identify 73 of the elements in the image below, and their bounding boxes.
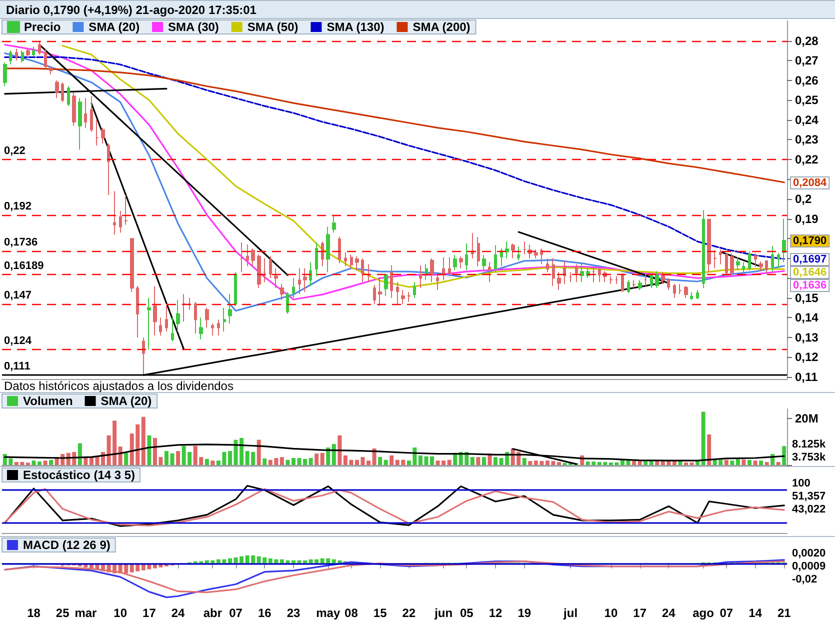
legend-label: SMA (50)	[247, 20, 298, 34]
x-tick-label: 10	[114, 606, 128, 620]
x-tick-label: may	[316, 606, 340, 620]
y-tick-label: 0,2	[795, 192, 812, 206]
ref-line-label: 0,1736	[4, 236, 38, 249]
y-tick-label: 0,27	[795, 54, 819, 68]
text: 43,022	[792, 504, 826, 516]
legend-label: SMA (20)	[88, 20, 140, 34]
text: 8.125k	[792, 438, 827, 450]
x-tick-label: 19	[518, 606, 532, 620]
data-label: 0,1697	[793, 253, 827, 266]
y-tick-label: 0,28	[795, 34, 819, 48]
legend-label: SMA (130)	[326, 20, 384, 34]
x-tick-label: 18	[27, 606, 41, 620]
y-tick-label: 0,15	[795, 290, 819, 305]
legend-label: Precio	[24, 20, 61, 34]
x-tick-label: 12	[488, 606, 503, 620]
x-tick-label: 16	[258, 606, 272, 620]
ref-line-label: 0,147	[4, 289, 32, 302]
y-tick-label: 0,13	[795, 330, 819, 344]
chart-title: Diario 0,1790 (+4,19%) 21-ago-2020 17:35:01	[0, 1, 835, 19]
ref-line-label: 0,111	[4, 360, 30, 373]
legend-label: Estocástico (14 3 5)	[23, 468, 136, 482]
ref-line-label: 0,192	[4, 200, 32, 212]
y-tick-label: 0,19	[795, 212, 819, 226]
y-tick-label: 0,23	[795, 132, 819, 147]
ref-line-label: 0,22	[4, 144, 26, 157]
x-tick-label: 24	[171, 606, 186, 620]
x-tick-label: abr	[203, 606, 222, 620]
x-tick-label: 14	[748, 606, 762, 620]
legend-label: SMA (30)	[168, 20, 219, 34]
y-tick-label: 0,26	[795, 73, 819, 88]
text: 51,357	[792, 490, 826, 502]
x-tick-label: 05	[460, 606, 474, 620]
ref-line-label: 0,124	[4, 334, 32, 347]
y-tick-label: 0,11	[795, 370, 818, 384]
text: 0,1790	[793, 235, 827, 248]
x-tick-label: 17	[633, 606, 647, 620]
x-tick-label: 08	[344, 606, 358, 620]
data-label: 0,1636	[793, 279, 827, 292]
annotation: Datos históricos ajustados a los dividendos	[4, 379, 234, 393]
x-tick-label: ago	[692, 606, 714, 620]
x-tick-label: 07	[229, 606, 243, 620]
text: 3.753k	[792, 452, 827, 464]
legend-label: MACD (12 26 9)	[23, 538, 110, 552]
legend-label: Volumen	[23, 394, 73, 408]
y-tick-label: 0,22	[795, 152, 819, 166]
legend-label: SMA (200)	[412, 20, 470, 34]
x-tick-label: 24	[662, 606, 676, 620]
ref-line-label: 0,16189	[4, 260, 44, 272]
x-tick-label: mar	[74, 606, 98, 620]
y-tick-label: 0,14	[795, 310, 819, 325]
x-tick-label: 15	[373, 606, 388, 620]
y-tick-label: 0,24	[795, 112, 819, 127]
y-tick-label: 0,12	[795, 350, 819, 364]
y-tick-label: 0,25	[795, 93, 819, 108]
y-tick-label: 20M	[795, 411, 818, 426]
x-tick-label: 23	[286, 606, 300, 620]
data-label: 0,2084	[793, 176, 828, 189]
text: -0,02	[792, 574, 818, 586]
x-tick-label: jul	[562, 606, 578, 620]
x-tick-label: 07	[720, 606, 734, 620]
x-tick-label: 21	[777, 606, 792, 620]
x-tick-label: 22	[402, 606, 416, 620]
data-label: 0,1646	[793, 266, 827, 278]
x-tick-label: 10	[604, 606, 618, 620]
text: 100	[792, 478, 810, 490]
x-tick-label: 17	[142, 606, 156, 620]
x-tick-label: jun	[434, 606, 453, 620]
legend-label: SMA (20)	[100, 394, 152, 408]
x-tick-label: 25	[56, 606, 70, 620]
text: 0,0009	[792, 560, 826, 572]
text: 0,0020	[792, 548, 826, 560]
